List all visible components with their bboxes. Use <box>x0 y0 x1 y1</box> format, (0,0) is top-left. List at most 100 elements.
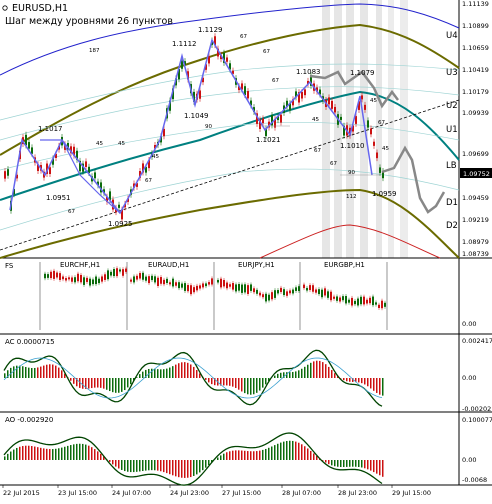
ac-bar <box>124 378 126 390</box>
ao-bar <box>337 460 339 467</box>
ac-bar <box>19 366 21 378</box>
ac-bar <box>250 378 252 395</box>
ac-bar <box>127 378 129 387</box>
ao-bar <box>88 446 90 460</box>
ac-bar <box>43 366 45 378</box>
candle <box>304 89 306 95</box>
fs-candle <box>157 278 159 286</box>
price-label: 1.11139 <box>462 0 489 8</box>
ao-bar <box>151 460 153 470</box>
annotation: 90 <box>205 124 212 130</box>
ac-bar <box>160 369 162 378</box>
fs-candle <box>354 301 356 304</box>
symbol-title: EURUSD,H1 <box>12 3 68 14</box>
annotation: 1.1129 <box>198 26 223 34</box>
ao-bar <box>280 443 282 460</box>
ac-bar <box>61 370 63 378</box>
candle <box>361 95 363 99</box>
current-price-text: 1.09752 <box>463 170 490 178</box>
fs-candle <box>253 288 255 292</box>
ac-bar <box>178 363 180 378</box>
fs-candle <box>384 303 386 307</box>
ao-bar <box>346 460 348 467</box>
ao-bar <box>79 444 81 460</box>
candle <box>85 161 87 167</box>
fs-candle <box>232 283 234 290</box>
ao-bar <box>190 460 192 477</box>
ao-bar <box>277 444 279 460</box>
fs-candle <box>289 290 291 293</box>
ao-bar <box>208 460 210 465</box>
fs-candle <box>148 276 150 283</box>
ao-bar <box>193 460 195 476</box>
fs-candle <box>357 299 359 306</box>
ac-bar <box>295 371 297 378</box>
ao-bar <box>112 460 114 464</box>
fs-candle <box>306 288 308 291</box>
fs-candle <box>315 289 317 292</box>
ao-bar <box>163 460 165 472</box>
fs-candle <box>283 289 285 295</box>
ac-bar <box>28 368 30 378</box>
fs-candle <box>113 269 115 276</box>
fs-candle <box>68 277 70 279</box>
ao-scale-1: 0.00 <box>462 456 476 464</box>
ac-bar <box>238 378 240 390</box>
ac-bar <box>97 378 99 388</box>
level-label-u2: U2 <box>446 101 458 111</box>
ac-bar <box>280 373 282 378</box>
ao-bar <box>325 460 327 463</box>
ac-bar <box>298 370 300 378</box>
ao-bar <box>259 451 261 460</box>
candle <box>226 57 228 61</box>
ao-bar <box>55 449 57 460</box>
fs-candle <box>256 290 258 294</box>
level-label-u4: U4 <box>446 31 458 41</box>
price-label: 1.10419 <box>462 66 489 74</box>
fs-candle <box>56 273 58 278</box>
subtitle: Шаг между уровнями 26 пунктов <box>5 16 173 27</box>
fs-candle <box>101 276 103 281</box>
fs-candle <box>178 282 180 288</box>
fs-title: FS <box>5 262 14 270</box>
ac-bar <box>73 378 75 384</box>
ao-bar <box>238 450 240 460</box>
ac-bar <box>343 378 345 380</box>
ac-bar <box>82 378 84 389</box>
fs-candle <box>217 280 219 283</box>
fs-candle <box>122 269 124 276</box>
ao-bar <box>352 460 354 467</box>
ao-bar <box>235 450 237 460</box>
fs-candle <box>226 283 228 289</box>
fs-candle <box>86 278 88 282</box>
ao-bar <box>118 460 120 468</box>
fs-candle <box>193 287 195 292</box>
ac-bar <box>4 373 6 378</box>
ac-title: AC 0.0000715 <box>5 338 55 346</box>
candle <box>370 128 372 134</box>
level-step-label: 45 <box>118 141 125 147</box>
ao-bar <box>265 449 267 460</box>
ac-bar <box>364 378 366 384</box>
fs-candle <box>187 285 189 291</box>
fs-candle <box>80 275 82 282</box>
ac-bar <box>58 368 60 378</box>
candle <box>28 142 30 149</box>
ac-bar <box>46 365 48 378</box>
ac-bar <box>205 378 207 380</box>
ac-bar <box>31 368 33 378</box>
ao-bar <box>379 460 381 475</box>
candle <box>334 107 336 112</box>
ao-title: AO -0.002920 <box>5 416 53 424</box>
ao-bar <box>25 446 27 460</box>
ao-bar <box>340 460 342 467</box>
ao-bar <box>295 442 297 460</box>
ac-bar <box>241 378 243 391</box>
fs-candle <box>375 302 377 304</box>
fs-candle <box>366 300 368 304</box>
ao-bar <box>223 454 225 460</box>
ao-bar <box>160 460 162 471</box>
fs-candle <box>62 276 64 279</box>
fs-candle <box>339 297 341 301</box>
